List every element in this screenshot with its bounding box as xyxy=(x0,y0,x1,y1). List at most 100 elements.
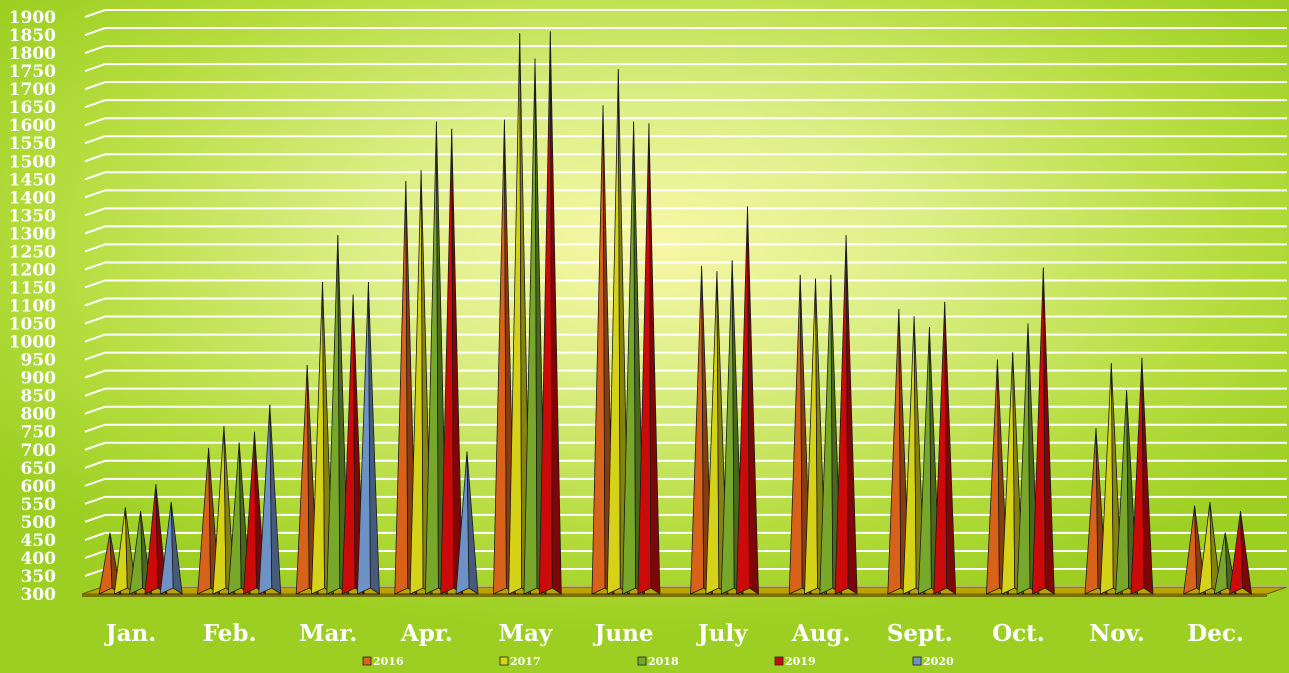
gridline xyxy=(84,405,1287,415)
gridline xyxy=(84,45,1287,55)
y-tick-label: 950 xyxy=(21,351,57,371)
gridline xyxy=(84,243,1287,253)
y-tick-label: 1550 xyxy=(9,134,56,154)
cone-side xyxy=(944,301,957,595)
gridline xyxy=(84,63,1287,73)
y-tick-label: 1800 xyxy=(9,44,56,64)
x-tick-label: May xyxy=(499,620,553,647)
y-tick-label: 1750 xyxy=(9,62,56,82)
y-tick-label: 1500 xyxy=(9,152,56,172)
legend-swatch xyxy=(637,656,647,666)
cone xyxy=(455,451,479,595)
y-tick-label: 1350 xyxy=(9,206,56,226)
y-tick-label: 350 xyxy=(21,567,57,587)
y-tick-label: 1100 xyxy=(9,297,56,317)
y-tick-label: 850 xyxy=(21,387,57,407)
cone xyxy=(1130,357,1154,595)
y-tick-label: 1650 xyxy=(9,98,56,118)
gridline xyxy=(84,117,1287,127)
cone xyxy=(736,206,759,595)
gridline xyxy=(84,387,1287,397)
legend-swatch xyxy=(774,656,784,666)
y-tick-label: 300 xyxy=(21,585,57,605)
gridline xyxy=(84,9,1287,18)
gridline xyxy=(84,135,1287,145)
x-tick-label: Jan. xyxy=(104,620,157,647)
y-tick-label: 1200 xyxy=(9,260,56,280)
cone-side xyxy=(648,123,661,595)
y-tick-label: 650 xyxy=(21,459,57,479)
cone-side xyxy=(549,31,562,595)
x-tick-label: Aug. xyxy=(791,620,851,647)
gridline xyxy=(84,423,1287,433)
legend-label: 2018 xyxy=(648,655,679,668)
x-tick-label: Sept. xyxy=(887,620,953,647)
legend-label: 2020 xyxy=(923,655,954,668)
y-tick-label: 1600 xyxy=(9,116,56,136)
legend-label: 2019 xyxy=(785,655,816,668)
gridline xyxy=(84,351,1287,361)
floor-edge xyxy=(82,594,1267,597)
cone xyxy=(1229,511,1253,595)
cone xyxy=(887,309,911,595)
cone-side xyxy=(368,282,380,595)
gridline xyxy=(84,99,1287,109)
x-tick-label: Feb. xyxy=(203,620,257,647)
gridline xyxy=(84,297,1287,307)
cone xyxy=(394,181,418,595)
cone xyxy=(834,235,858,595)
cone-side xyxy=(845,235,858,595)
y-tick-label: 700 xyxy=(21,441,57,461)
gridline xyxy=(84,171,1287,181)
cone xyxy=(113,507,137,595)
cone xyxy=(1115,390,1139,595)
legend-label: 2016 xyxy=(373,655,404,668)
gridline xyxy=(84,207,1287,217)
gridline xyxy=(84,261,1287,271)
legend-swatch xyxy=(499,656,509,666)
y-tick-label: 550 xyxy=(21,495,57,515)
x-tick-label: Oct. xyxy=(992,620,1045,647)
y-tick-label: 450 xyxy=(21,531,57,551)
y-tick-label: 1450 xyxy=(9,170,56,190)
y-tick-label: 1700 xyxy=(9,80,56,100)
cone xyxy=(341,294,365,595)
y-tick-label: 1250 xyxy=(9,242,56,262)
cone-side xyxy=(747,206,759,595)
x-tick-label: July xyxy=(696,620,748,647)
cone-side xyxy=(1042,267,1055,595)
x-tick-label: Nov. xyxy=(1089,620,1144,647)
legend-label: 2017 xyxy=(510,655,541,668)
cone xyxy=(326,235,350,595)
cone xyxy=(933,301,957,595)
cone-side xyxy=(1240,511,1253,595)
gridline xyxy=(84,225,1287,235)
y-tick-label: 900 xyxy=(21,369,57,389)
cone xyxy=(440,128,464,595)
cone xyxy=(159,501,183,595)
y-tick-label: 1000 xyxy=(9,333,56,353)
gridline xyxy=(84,153,1287,163)
gridline xyxy=(84,441,1287,451)
y-tick-label: 400 xyxy=(21,549,57,569)
cone xyxy=(1016,323,1040,595)
cone xyxy=(538,31,562,595)
gridline xyxy=(84,81,1287,91)
cone-side xyxy=(1141,357,1154,595)
y-tick-label: 1850 xyxy=(9,26,56,46)
legend-swatch xyxy=(362,656,372,666)
cone xyxy=(637,123,661,595)
x-tick-label: Dec. xyxy=(1187,620,1244,647)
y-tick-label: 1150 xyxy=(9,278,56,298)
cone xyxy=(258,404,282,595)
y-tick-label: 1900 xyxy=(9,8,56,28)
y-tick-label: 600 xyxy=(21,477,57,497)
x-tick-label: Apr. xyxy=(400,620,453,647)
x-tick-label: Mar. xyxy=(299,620,357,647)
cone xyxy=(1031,267,1055,595)
y-tick-label: 1300 xyxy=(9,224,56,244)
gridline xyxy=(84,27,1287,36)
x-tick-label: June xyxy=(593,620,654,647)
